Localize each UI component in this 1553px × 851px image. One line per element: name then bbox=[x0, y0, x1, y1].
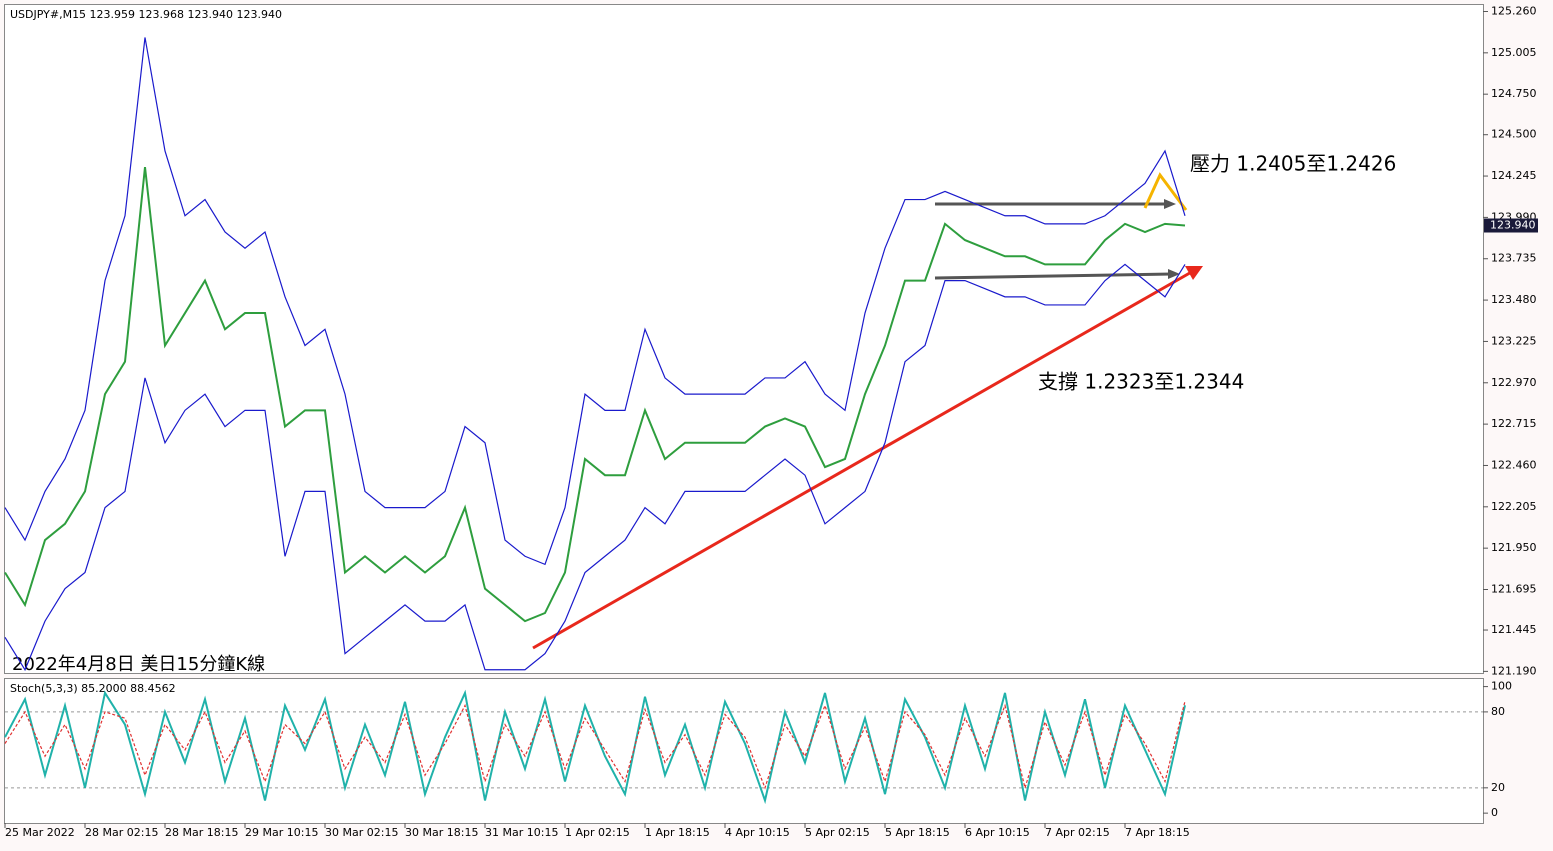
x-tick-label: 25 Mar 2022 bbox=[5, 826, 75, 839]
y-tick-label: 125.005 bbox=[1491, 46, 1537, 59]
x-tick-label: 5 Apr 18:15 bbox=[885, 826, 950, 839]
y-tick-label: 121.190 bbox=[1491, 664, 1537, 677]
series-line bbox=[4, 263, 1186, 672]
x-tick-label: 30 Mar 18:15 bbox=[405, 826, 478, 839]
x-tick-label: 28 Mar 02:15 bbox=[85, 826, 158, 839]
y-tick-label: 122.205 bbox=[1491, 500, 1537, 513]
y-tick-label: 80 bbox=[1491, 705, 1505, 718]
last-price-label: 123.940 bbox=[1490, 219, 1536, 232]
y-tick-label: 122.715 bbox=[1491, 417, 1537, 430]
price-panel bbox=[4, 4, 1484, 674]
arrow-head bbox=[1185, 266, 1203, 280]
forecast-arrow bbox=[1143, 172, 1188, 211]
x-tick-label: 28 Mar 18:15 bbox=[165, 826, 238, 839]
stoch-panel bbox=[4, 678, 1484, 824]
chart-title: USDJPY#,M15 123.959 123.968 123.940 123.… bbox=[10, 8, 282, 21]
x-tick-label: 1 Apr 02:15 bbox=[565, 826, 630, 839]
y-tick-label: 121.695 bbox=[1491, 583, 1537, 596]
y-tick-label: 20 bbox=[1491, 781, 1505, 794]
drawings bbox=[532, 172, 1203, 650]
x-tick-label: 7 Apr 18:15 bbox=[1125, 826, 1190, 839]
x-tick-label: 5 Apr 02:15 bbox=[805, 826, 870, 839]
y-tick-label: 124.500 bbox=[1491, 128, 1537, 141]
last-price-box bbox=[1484, 218, 1538, 233]
y-tick-label: 100 bbox=[1491, 680, 1512, 693]
x-tick-label: 1 Apr 18:15 bbox=[645, 826, 710, 839]
x-tick-label: 4 Apr 10:15 bbox=[725, 826, 790, 839]
x-tick-label: 7 Apr 02:15 bbox=[1045, 826, 1110, 839]
x-tick-label: 30 Mar 02:15 bbox=[325, 826, 398, 839]
series-line bbox=[4, 701, 1186, 791]
x-tick-label: 6 Apr 10:15 bbox=[965, 826, 1030, 839]
y-tick-label: 123.225 bbox=[1491, 334, 1537, 347]
y-tick-label: 123.735 bbox=[1491, 252, 1537, 265]
y-tick-label: 122.460 bbox=[1491, 458, 1537, 471]
arrow-head bbox=[1168, 269, 1180, 279]
support-line bbox=[934, 272, 1173, 280]
y-tick-label: 123.480 bbox=[1491, 293, 1537, 306]
y-tick-label: 121.950 bbox=[1491, 541, 1537, 554]
series-line bbox=[4, 37, 1186, 566]
support-trend-line bbox=[532, 268, 1196, 650]
support-note: 支撐 1.2323至1.2344 bbox=[1038, 370, 1244, 394]
arrow-head bbox=[1164, 199, 1176, 209]
series-line bbox=[4, 167, 1186, 623]
y-tick-label: 122.970 bbox=[1491, 376, 1537, 389]
caption: 2022年4月8日 美日15分鐘K線 bbox=[12, 654, 265, 675]
resistance-note: 壓力 1.2405至1.2426 bbox=[1190, 152, 1396, 176]
y-tick-label: 124.750 bbox=[1491, 87, 1537, 100]
x-tick-label: 29 Mar 10:15 bbox=[245, 826, 318, 839]
y-tick-label: 125.260 bbox=[1491, 4, 1537, 17]
y-tick-label: 0 bbox=[1491, 806, 1498, 819]
y-tick-label: 121.445 bbox=[1491, 623, 1537, 636]
x-tick-label: 31 Mar 10:15 bbox=[485, 826, 558, 839]
series-line bbox=[4, 689, 1186, 805]
stoch-title: Stoch(5,3,3) 85.2000 88.4562 bbox=[10, 682, 176, 695]
y-tick-label: 124.245 bbox=[1491, 169, 1537, 182]
